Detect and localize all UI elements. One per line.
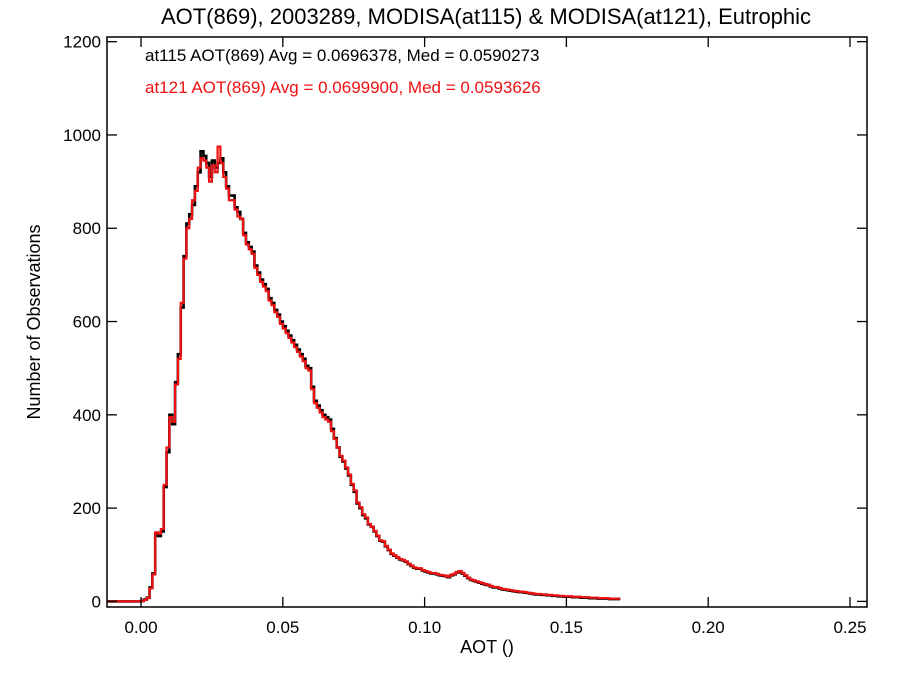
y-axis: 0 200 400 600 800 1000 1200 — [63, 33, 867, 611]
series-at121-histogram — [107, 145, 621, 603]
y-tick-label: 600 — [73, 313, 101, 332]
y-axis-title: Number of Observations — [24, 224, 44, 419]
plot-frame — [106, 36, 868, 608]
x-tick-label: 0.05 — [266, 618, 299, 637]
x-tick-label: 0.00 — [124, 618, 157, 637]
y-tick-label: 200 — [73, 499, 101, 518]
x-axis: 0.00 0.05 0.10 0.15 0.20 0.25 — [124, 37, 867, 637]
y-tick-label: 1200 — [63, 33, 101, 52]
x-tick-label: 0.15 — [550, 618, 583, 637]
y-tick-label: 1000 — [63, 126, 101, 145]
x-tick-label: 0.10 — [408, 618, 441, 637]
series-at115-histogram — [107, 149, 621, 603]
y-tick-label: 0 — [92, 592, 101, 611]
x-tick-label: 0.20 — [692, 618, 725, 637]
y-tick-label: 400 — [73, 406, 101, 425]
x-axis-title: AOT () — [460, 637, 514, 657]
x-tick-label: 0.25 — [833, 618, 866, 637]
chart-title: AOT(869), 2003289, MODISA(at115) & MODIS… — [161, 4, 811, 29]
legend-entry-at115: at115 AOT(869) Avg = 0.0696378, Med = 0.… — [145, 46, 539, 65]
legend-entry-at121: at121 AOT(869) Avg = 0.0699900, Med = 0.… — [145, 78, 541, 97]
plot-series — [107, 145, 621, 603]
y-tick-label: 800 — [73, 219, 101, 238]
